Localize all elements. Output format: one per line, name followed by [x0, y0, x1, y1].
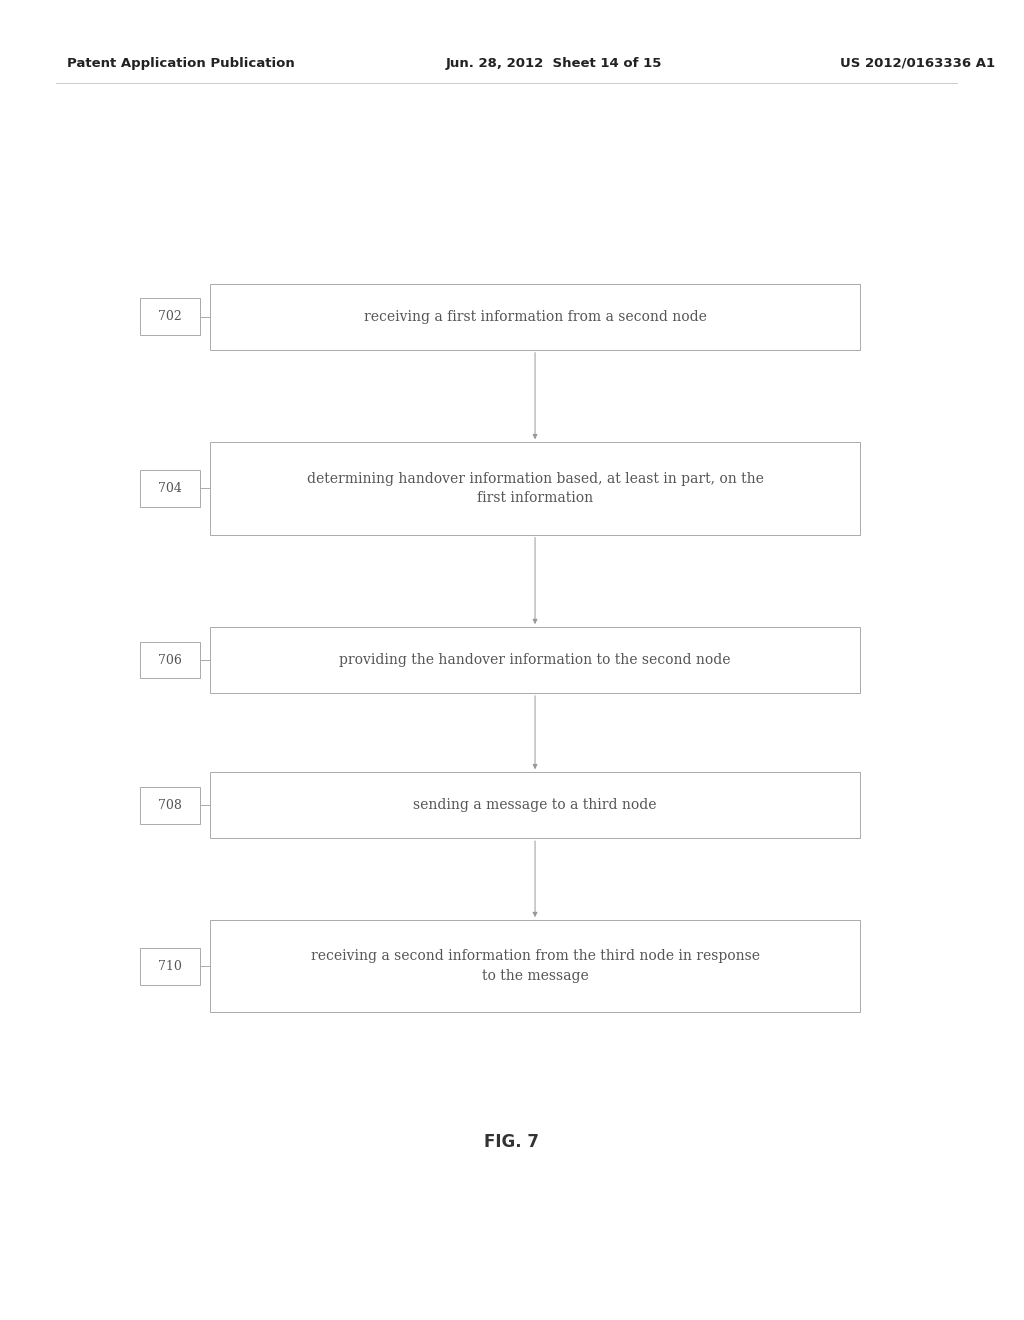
Text: Patent Application Publication: Patent Application Publication	[67, 57, 294, 70]
FancyBboxPatch shape	[210, 920, 860, 1012]
Text: providing the handover information to the second node: providing the handover information to th…	[339, 653, 731, 667]
Text: 708: 708	[158, 799, 182, 812]
FancyBboxPatch shape	[140, 642, 200, 678]
Text: 710: 710	[158, 960, 182, 973]
FancyBboxPatch shape	[210, 442, 860, 535]
FancyBboxPatch shape	[210, 772, 860, 838]
Text: sending a message to a third node: sending a message to a third node	[414, 799, 656, 812]
Text: US 2012/0163336 A1: US 2012/0163336 A1	[840, 57, 994, 70]
Text: 704: 704	[158, 482, 182, 495]
Text: 706: 706	[158, 653, 182, 667]
FancyBboxPatch shape	[140, 787, 200, 824]
Text: 702: 702	[158, 310, 182, 323]
FancyBboxPatch shape	[140, 298, 200, 335]
FancyBboxPatch shape	[140, 948, 200, 985]
Text: Jun. 28, 2012  Sheet 14 of 15: Jun. 28, 2012 Sheet 14 of 15	[445, 57, 662, 70]
Text: receiving a first information from a second node: receiving a first information from a sec…	[364, 310, 707, 323]
FancyBboxPatch shape	[210, 627, 860, 693]
Text: determining handover information based, at least in part, on the
first informati: determining handover information based, …	[306, 471, 764, 506]
FancyBboxPatch shape	[210, 284, 860, 350]
Text: FIG. 7: FIG. 7	[484, 1133, 540, 1151]
Text: receiving a second information from the third node in response
to the message: receiving a second information from the …	[310, 949, 760, 983]
FancyBboxPatch shape	[140, 470, 200, 507]
